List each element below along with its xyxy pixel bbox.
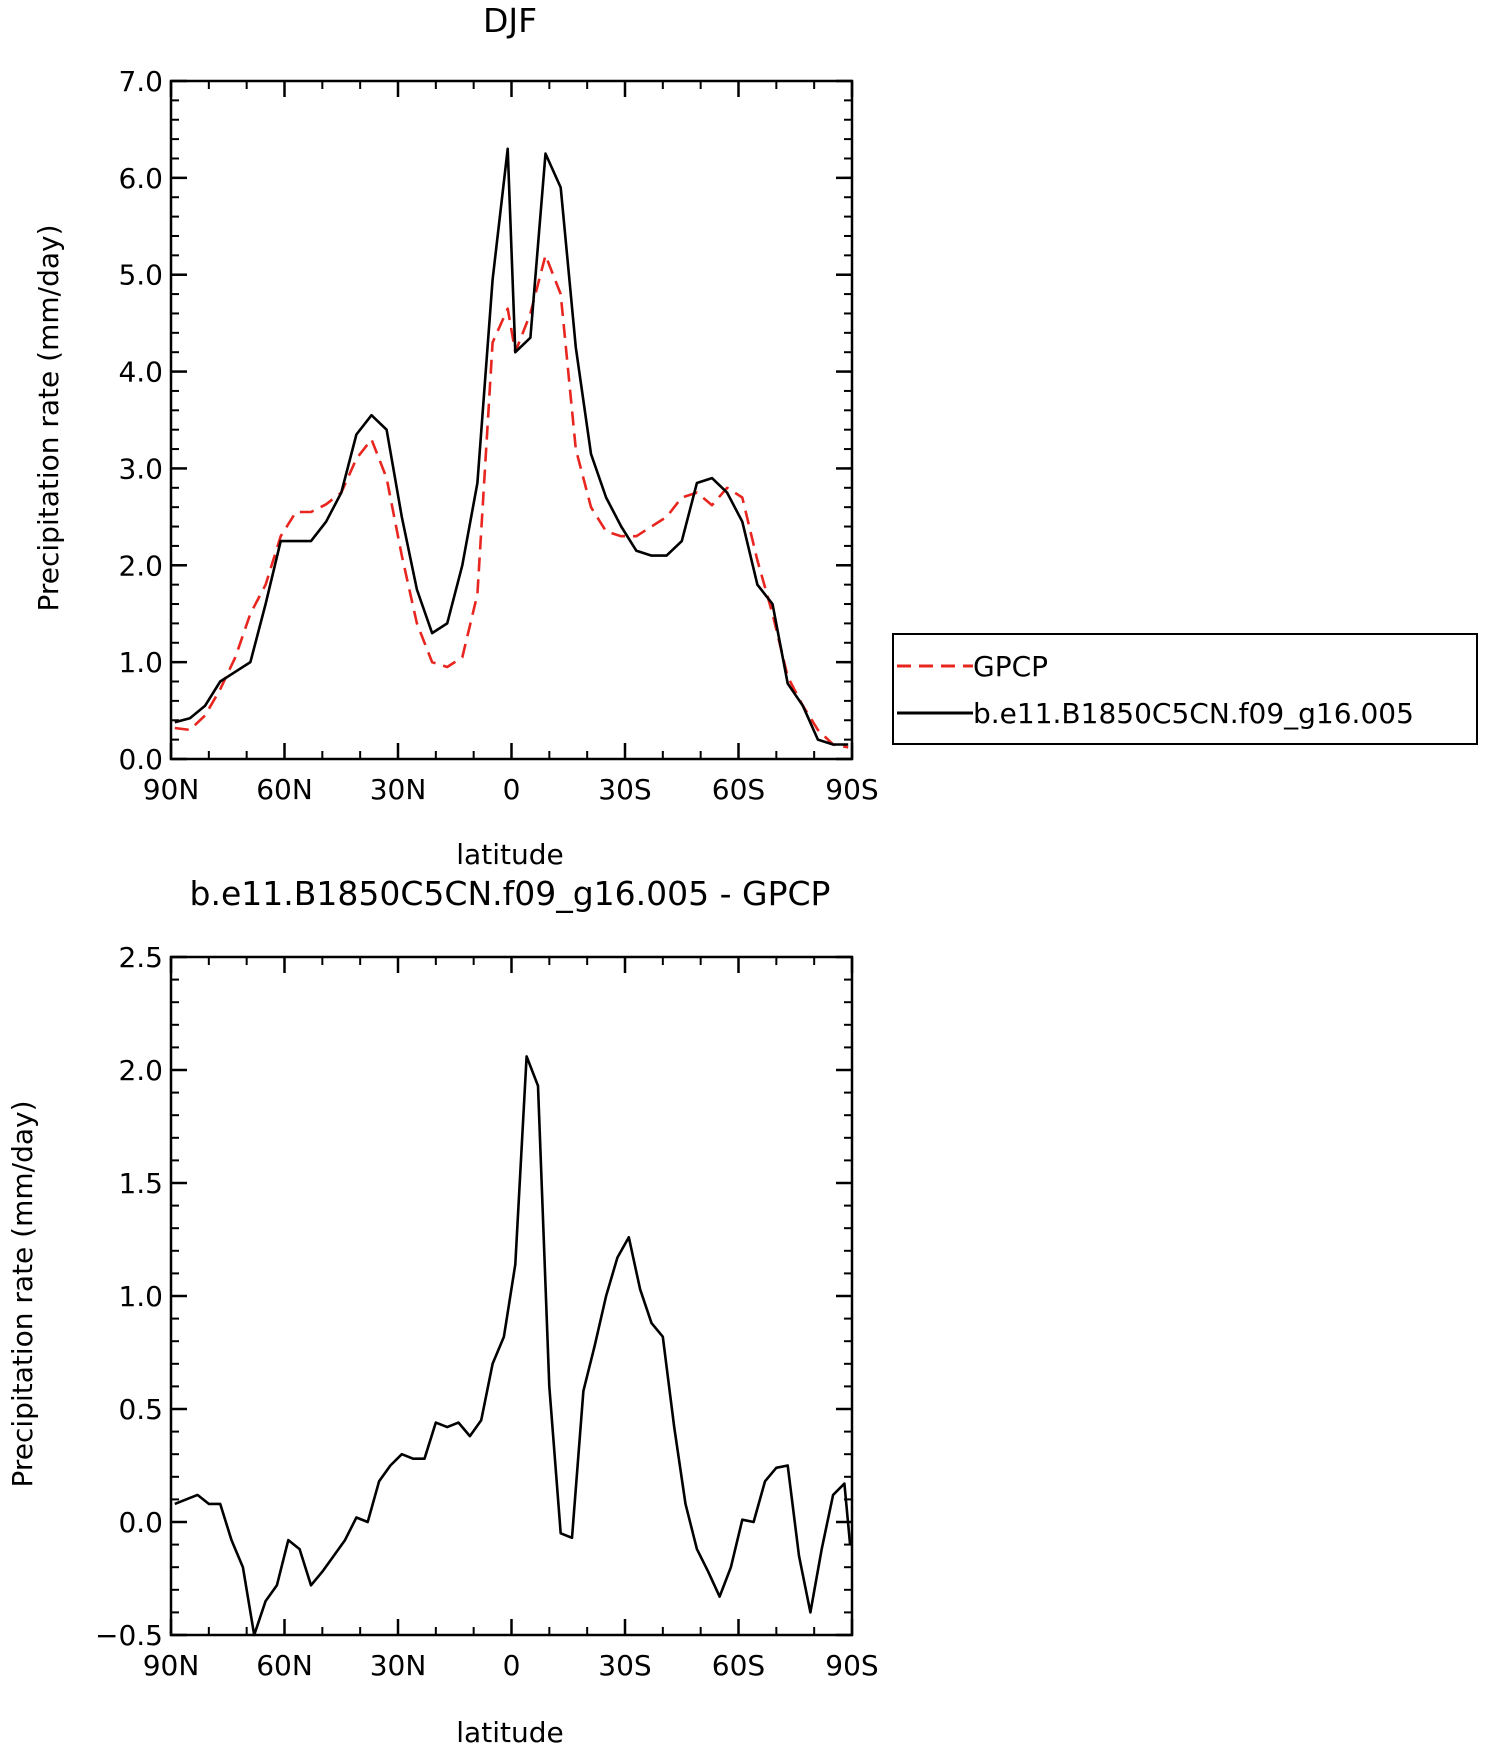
difference-plot-area: 90N 60N 30N 0 30S 60S 90S −0.5 0.0 0.5 1.0 1.5 2.0 2.…	[95, 941, 879, 1682]
djf-panel: DJF 90N 60N 30N 0 30S 60S 90S 0.0 1.0 2.0 3.0 4.0 5.…	[32, 1, 1478, 871]
djf-x-tick-label: 30S	[598, 773, 651, 806]
djf-x-tick-label: 90N	[143, 773, 200, 806]
diff-x-tick-label: 30S	[598, 1649, 651, 1682]
djf-y-tick-label: 5.0	[118, 259, 163, 292]
diff-y-axis-label: Precipitation rate (mm/day)	[6, 1100, 39, 1487]
djf-series-line-b-e11-b1850c5cn-f09-g16-005	[174, 147, 849, 746]
diff-x-tick-label: 60S	[712, 1649, 765, 1682]
djf-chart-title: DJF	[483, 1, 537, 40]
djf-plot-frame	[169, 79, 854, 761]
diff-chart-title: b.e11.B1850C5CN.f09_g16.005 - GPCP	[190, 874, 831, 913]
djf-x-axis-label: latitude	[456, 838, 563, 871]
diff-y-tick-label: 2.5	[118, 941, 163, 974]
djf-y-axis-label: Precipitation rate (mm/day)	[32, 224, 65, 611]
diff-x-tick-label: 30N	[370, 1649, 427, 1682]
djf-y-tick-label: 0.0	[118, 743, 163, 776]
diff-y-tick-label: 1.5	[118, 1167, 163, 1200]
djf-plot-area: 90N 60N 30N 0 30S 60S 90S 0.0 1.0 2.0 3.0 4.0 5.0 6.0…	[118, 65, 878, 806]
djf-y-tick-label: 3.0	[118, 452, 163, 485]
legend-label-model: b.e11.B1850C5CN.f09_g16.005	[973, 697, 1414, 730]
diff-y-tick-label: −0.5	[95, 1619, 163, 1652]
diff-x-tick-label: 60N	[256, 1649, 313, 1682]
legend-label-gpcp: GPCP	[973, 650, 1048, 683]
djf-y-tick-label: 1.0	[118, 646, 163, 679]
djf-series-line-gpcp	[174, 254, 849, 749]
djf-x-tick-label: 60S	[712, 773, 765, 806]
diff-x-tick-label: 0	[503, 1649, 521, 1682]
diff-y-tick-label: 0.0	[118, 1506, 163, 1539]
difference-panel: b.e11.B1850C5CN.f09_g16.005 - GPCP 90N 60…	[6, 874, 879, 1748]
diff-y-tick-label: 1.0	[118, 1280, 163, 1313]
diff-x-tick-label: 90S	[825, 1649, 878, 1682]
legend-box	[892, 633, 1478, 745]
legend: GPCP b.e11.B1850C5CN.f09_g16.005	[892, 633, 1478, 745]
djf-x-tick-label: 0	[503, 773, 521, 806]
diff-y-tick-label: 0.5	[118, 1393, 163, 1426]
diff-x-tick-label: 90N	[143, 1649, 200, 1682]
diff-series-line-difference	[174, 1055, 852, 1637]
djf-x-tick-label: 30N	[370, 773, 427, 806]
diff-x-axis-label: latitude	[456, 1716, 563, 1748]
djf-x-tick-label: 90S	[825, 773, 878, 806]
djf-y-tick-label: 2.0	[118, 549, 163, 582]
djf-y-tick-label: 6.0	[118, 162, 163, 195]
diff-y-tick-label: 2.0	[118, 1054, 163, 1087]
djf-y-tick-label: 4.0	[118, 356, 163, 389]
djf-y-tick-label: 7.0	[118, 65, 163, 98]
djf-x-tick-label: 60N	[256, 773, 313, 806]
